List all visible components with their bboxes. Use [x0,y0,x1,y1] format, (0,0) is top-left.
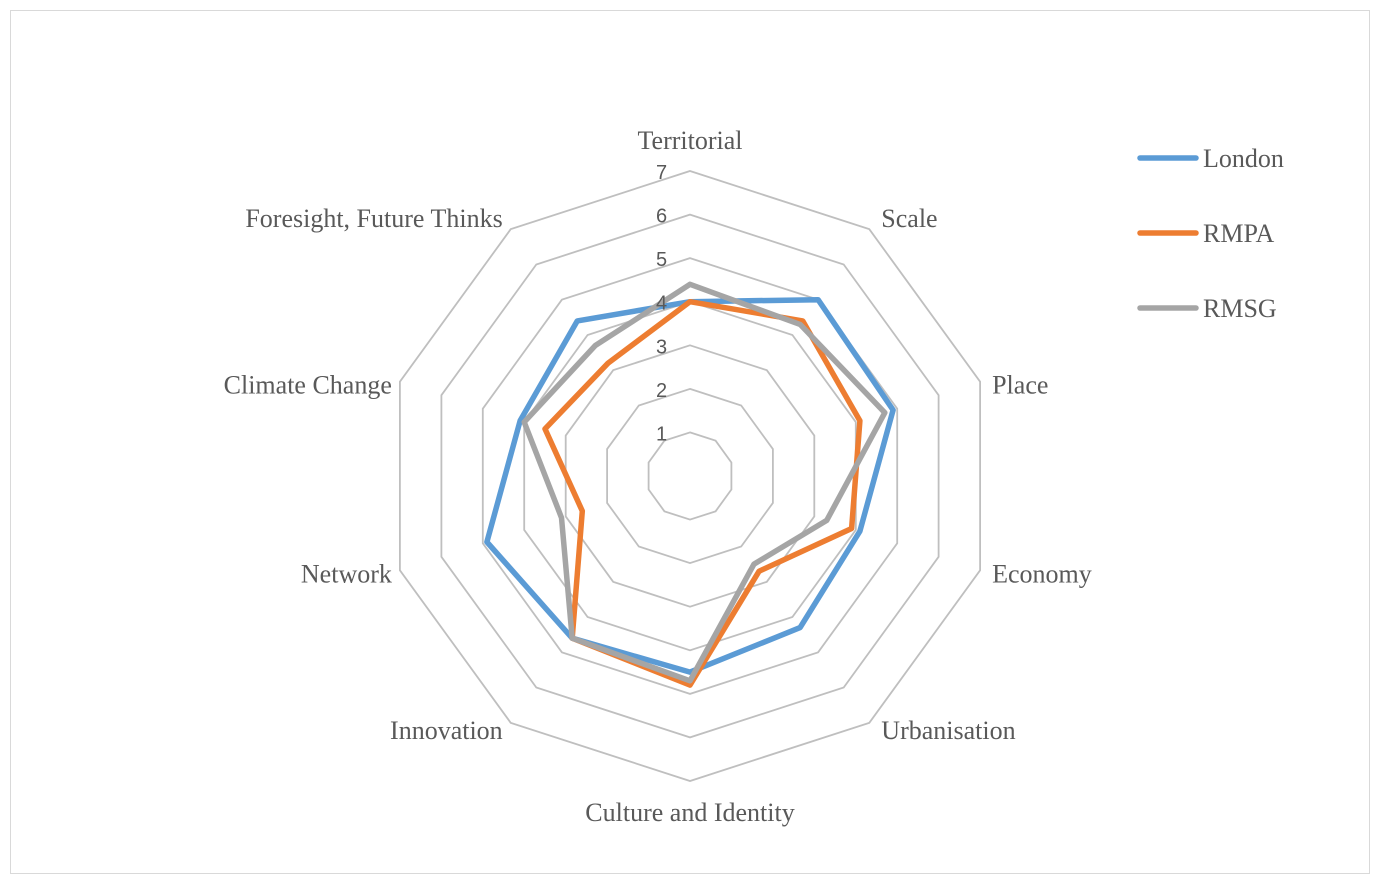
category-label: Network [301,559,392,588]
grid-ring-6 [440,213,940,739]
category-label: Urbanisation [881,716,1015,745]
category-label: Place [992,371,1048,400]
legend-label-rmpa: RMPA [1203,219,1275,248]
series-line-rmsg [521,281,888,684]
legend: London RMPA RMSG [1137,144,1284,323]
legend-label-london: London [1203,144,1284,173]
tick-label-7: 7 [656,162,667,184]
grid-ring-2 [606,387,774,565]
radar-series [484,281,896,688]
radial-tick-labels: 1 2 3 4 5 6 7 [656,162,667,445]
chart-frame [10,10,1370,874]
category-label: Scale [881,204,937,233]
series-line-rmpa [542,298,863,688]
tick-label-1: 1 [656,423,667,445]
series-line-london [484,296,896,675]
tick-label-5: 5 [656,249,667,271]
category-label: Economy [992,559,1092,588]
legend-label-rmsg: RMSG [1203,294,1277,323]
grid-ring-3 [564,344,816,608]
tick-label-2: 2 [656,380,667,402]
tick-label-3: 3 [656,336,667,358]
tick-label-4: 4 [656,293,667,315]
category-label: Culture and Identity [585,798,794,827]
category-label: Climate Change [224,371,392,400]
category-labels: Territorial Scale Place Economy Urbanisation… [224,126,1092,827]
grid-ring-4 [523,300,857,652]
tick-label-6: 6 [656,206,667,228]
category-label: Territorial [637,126,742,155]
grid-ring-7 [398,170,981,782]
grid-ring-1 [647,431,733,521]
radar-grid [398,170,981,782]
category-label: Foresight, Future Thinks [245,204,502,233]
category-label: Innovation [390,716,503,745]
